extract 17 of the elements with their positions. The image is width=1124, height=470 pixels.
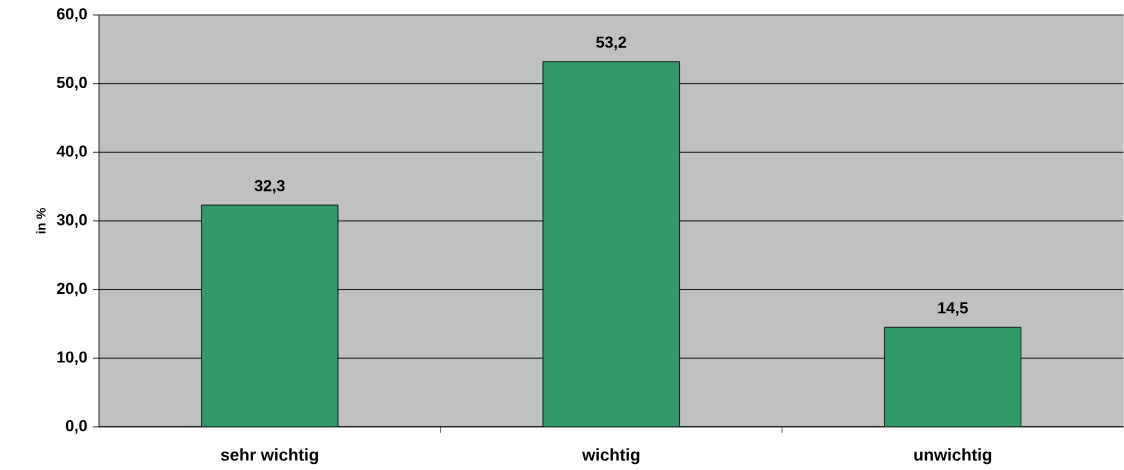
y-tick-label: 0,0 — [65, 420, 87, 434]
y-axis-title: in % — [36, 208, 46, 234]
y-tick-label: 20,0 — [56, 282, 87, 297]
x-tick-label: sehr wichtig — [220, 448, 318, 465]
x-tick-label: wichtig — [582, 448, 640, 465]
y-tick-label: 30,0 — [56, 214, 87, 228]
x-tick-label: unwichtig — [914, 448, 992, 465]
bar — [201, 204, 339, 427]
y-tick-label: 40,0 — [56, 145, 87, 160]
y-tick-label: 10,0 — [57, 351, 87, 366]
y-tick-label: 50,0 — [56, 76, 87, 91]
bar — [542, 61, 680, 427]
data-label: 53,2 — [596, 36, 627, 51]
bar — [884, 327, 1022, 427]
y-tick-label: 60,0 — [57, 8, 87, 22]
data-label: 14,5 — [938, 302, 968, 316]
data-label: 32,3 — [254, 180, 285, 194]
